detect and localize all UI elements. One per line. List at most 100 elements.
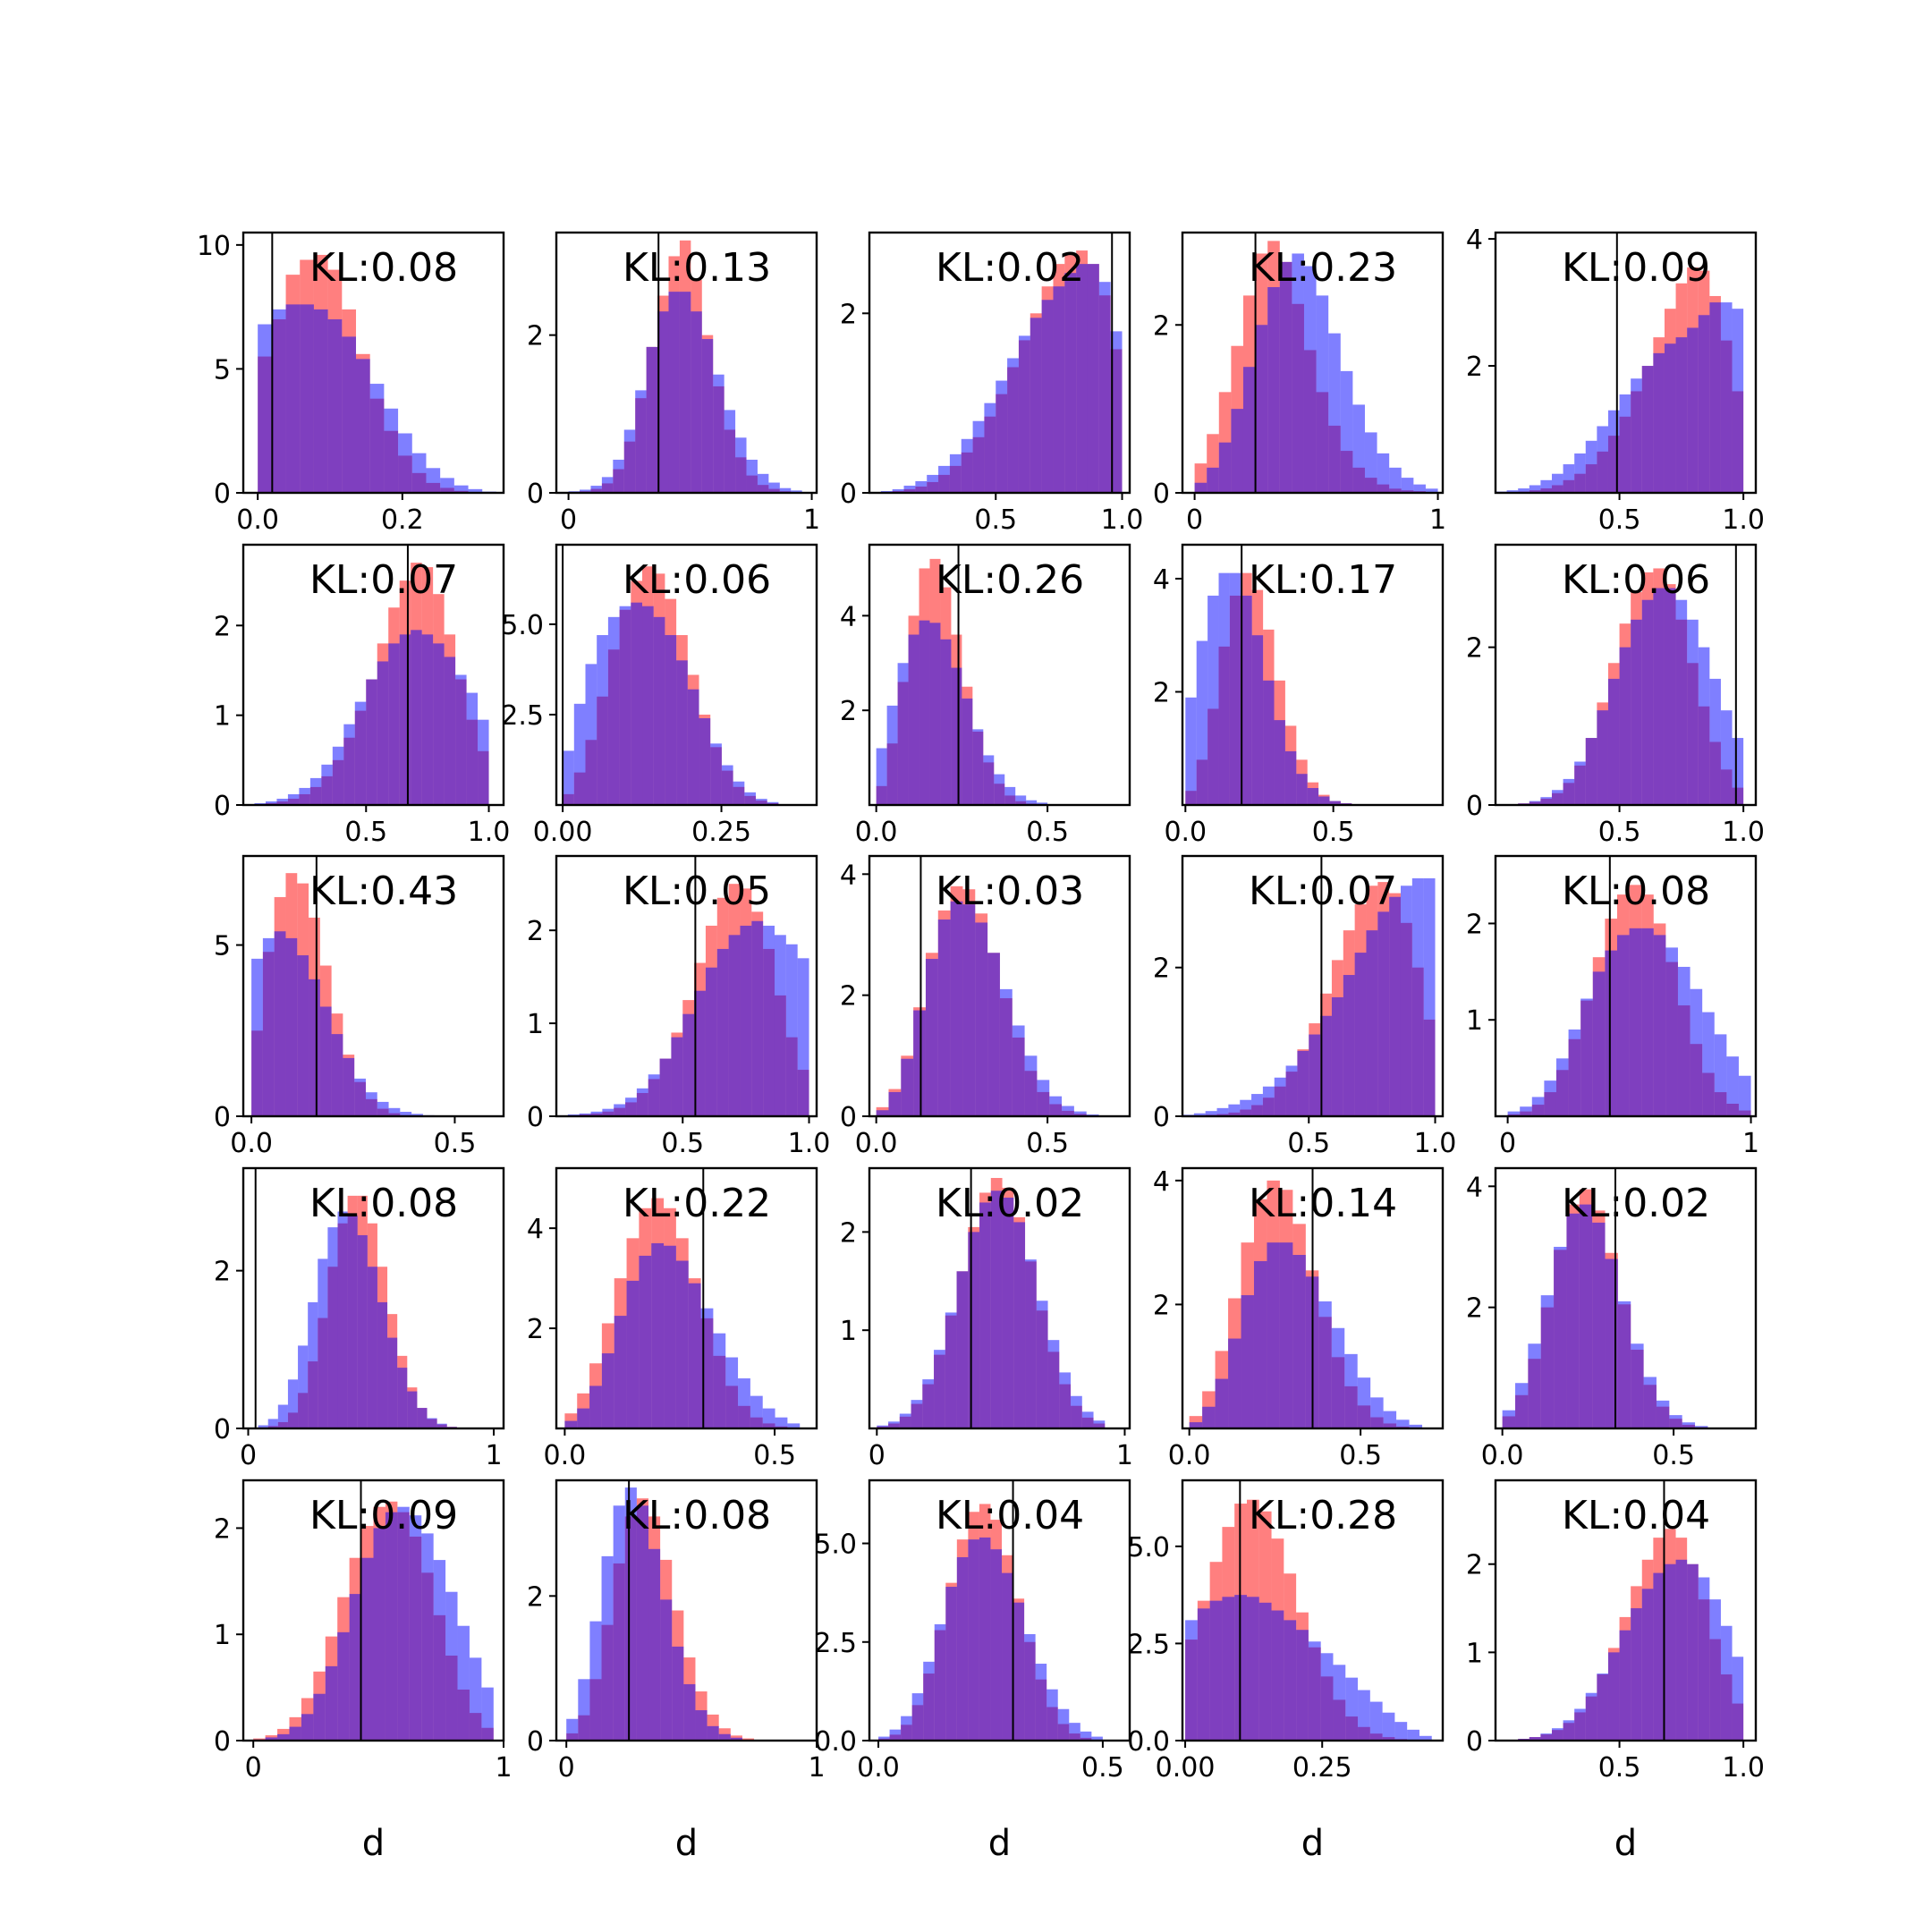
- panel-3-2-plot-area: [556, 856, 809, 1116]
- panel-1-1-ytick-label-1: 0: [214, 479, 231, 510]
- panel-3-2-blue-bin-22: [797, 958, 809, 1116]
- panel-4-3-blue-bin-10: [979, 1202, 991, 1428]
- panel-2-5-blue-bin-11: [1607, 678, 1620, 805]
- panel-4-1: 0 1 0 2 KL:0.08: [214, 1166, 505, 1471]
- panel-5-4-plot-area: [1185, 1480, 1432, 1741]
- panel-3-5-xtick-label-2: 1: [1742, 1128, 1759, 1159]
- panel-4-4-plot-area: [1189, 1168, 1423, 1428]
- panel-1-2-blue-bin-13: [701, 339, 714, 493]
- panel-4-1-frame: [242, 1166, 505, 1430]
- panel-5-1-blue-bin-20: [481, 1687, 494, 1741]
- panel-1-4-blue-bin-6: [1255, 325, 1268, 493]
- panel-5-5-kl-annotation: KL:0.04: [1562, 1493, 1710, 1538]
- panel-2-5-blue-bin-7: [1563, 778, 1575, 805]
- panel-1-3: 0.5 1.0 0 2 KL:0.02: [840, 231, 1143, 536]
- panel-5-5-blue-bin-7: [1563, 1720, 1575, 1741]
- panel-5-4-blue-bin-2: [1197, 1608, 1210, 1741]
- panel-4-2-blue-bin-14: [725, 1357, 739, 1428]
- panel-5-1-blue-bin-16: [433, 1560, 446, 1741]
- panel-2-2-blue-bin-12: [687, 689, 699, 805]
- panel-2-5-xtick-label-1: 0.5: [1598, 817, 1641, 848]
- panel-3-4-blue-bin-8: [1262, 1086, 1275, 1116]
- panel-2-4-blue-bin-13: [1318, 796, 1330, 805]
- panel-1-2-xtick-label-1: 0: [560, 504, 577, 536]
- panel-2-1-blue-bin-12: [366, 679, 377, 805]
- panel-1-3-blue-bin-14: [1018, 335, 1030, 493]
- panel-3-1-blue-bin-4: [285, 937, 298, 1116]
- panel-2-4-xtick-label-2: 0.5: [1312, 817, 1355, 848]
- panel-5-4-blue-bin-6: [1246, 1597, 1259, 1741]
- panel-1-1-blue-bin-3: [285, 304, 301, 493]
- panel-1-4-blue-bin-2: [1207, 467, 1219, 493]
- panel-1-1-blue-bin-13: [426, 468, 441, 493]
- panel-4-1-blue-bin-14: [377, 1301, 388, 1428]
- panel-4-2-blue-bin-8: [651, 1242, 665, 1428]
- panel-3-3-blue-bin-7: [950, 901, 963, 1116]
- panel-4-5-ytick-label-2: 4: [1466, 1172, 1483, 1203]
- panel-3-3-blue-bin-17: [1073, 1111, 1087, 1116]
- panel-4-5-blue-bin-3: [1528, 1343, 1541, 1428]
- panel-5-3-blue-bin-17: [1057, 1708, 1070, 1741]
- panel-4-2: 0.0 0.5 2 4 KL:0.22: [527, 1166, 818, 1471]
- panel-2-4-xtick-label-1: 0.0: [1164, 817, 1207, 848]
- panel-3-5-blue-bin-8: [1592, 971, 1606, 1116]
- panel-5-2-blue-bin-1: [566, 1718, 579, 1741]
- panel-1-2-blue-bin-4: [601, 477, 614, 493]
- panel-4-1-blue-bin-15: [387, 1337, 398, 1428]
- panel-2-2-ytick-label-2: 5.0: [501, 610, 544, 641]
- panel-4-4-blue-bin-15: [1370, 1397, 1384, 1428]
- panel-5-3-xtick-label-1: 0.0: [857, 1752, 900, 1784]
- panel-2-3-blue-bin-11: [983, 755, 995, 805]
- panel-3-4-xtick-label-1: 0.5: [1287, 1128, 1330, 1159]
- panel-4-4: 0.0 0.5 2 4 KL:0.14: [1153, 1166, 1445, 1471]
- panel-2-3-blue-bin-13: [1004, 786, 1016, 805]
- panel-4-1-blue-bin-17: [407, 1391, 418, 1428]
- panel-3-2-blue-bin-20: [774, 935, 786, 1116]
- panel-1-4-frame: [1181, 231, 1445, 495]
- panel-4-5-blue-bin-12: [1643, 1377, 1657, 1428]
- panel-5-5-blue-bin-8: [1574, 1708, 1586, 1741]
- panel-3-3-frame: [868, 854, 1131, 1118]
- panel-5-5-frame: [1494, 1479, 1758, 1742]
- panel-2-3-blue-bin-12: [994, 774, 1005, 805]
- panel-5-4-xlabel: d: [1301, 1823, 1324, 1864]
- panel-5-2-blue-bin-6: [624, 1487, 637, 1741]
- panel-4-3-blue-bin-3: [899, 1413, 911, 1428]
- panel-3-3-blue-bin-13: [1024, 1055, 1038, 1116]
- panel-3-2-blue-bin-16: [728, 935, 741, 1116]
- panel-1-5-blue-bin-12: [1619, 394, 1631, 493]
- panel-3-5-blue-bin-4: [1544, 1080, 1556, 1116]
- panel-5-5-blue-bin-13: [1631, 1608, 1642, 1741]
- panel-4-3-blue-bin-6: [934, 1350, 945, 1428]
- panel-3-5-blue-bin-6: [1568, 1030, 1581, 1116]
- panel-2-1-blue-bin-21: [466, 692, 479, 805]
- panel-2-5-blue-bin-13: [1631, 619, 1642, 805]
- panel-1-2-ytick-label-2: 2: [527, 321, 544, 352]
- panel-2-2-blue-bin-3: [585, 664, 597, 805]
- panel-5-1-blue-bin-10: [361, 1557, 374, 1741]
- panel-2-4-blue-bin-8: [1263, 680, 1275, 805]
- panel-1-4-plot-area: [1194, 233, 1438, 493]
- panel-2-4-frame: [1181, 543, 1445, 807]
- panel-5-4-blue-bin-19: [1407, 1729, 1419, 1741]
- panel-4-3-kl-annotation: KL:0.02: [936, 1181, 1084, 1226]
- panel-3-5-blue-bin-18: [1714, 1034, 1727, 1116]
- panel-4-1-blue-bin-5: [287, 1379, 299, 1428]
- panel-2-1-ytick-label-1: 0: [214, 791, 231, 822]
- panel-5-1: 0 1 0 1 2 KL:0.09 d: [214, 1479, 513, 1864]
- panel-3-1-blue-bin-7: [319, 1006, 332, 1116]
- panel-3-4-blue-bin-10: [1285, 1065, 1298, 1116]
- panel-2-2-blue-bin-10: [665, 635, 677, 805]
- panel-1-4-blue-bin-7: [1267, 287, 1280, 493]
- panel-3-2-blue-bin-9: [648, 1074, 660, 1116]
- panel-3-5-kl-annotation: KL:0.08: [1562, 869, 1710, 914]
- panel-1-5-xtick-label-2: 1.0: [1722, 504, 1765, 536]
- panel-2-1-xtick-label-2: 1.0: [468, 817, 511, 848]
- panel-1-2-blue-bin-21: [791, 490, 802, 493]
- panel-2-4-ytick-label-1: 2: [1153, 677, 1170, 708]
- panel-3-2-ytick-label-2: 1: [527, 1009, 544, 1040]
- panel-1-1-ytick-label-3: 10: [197, 231, 231, 262]
- panel-2-4-blue-bin-9: [1274, 720, 1285, 805]
- panel-5-5-blue-bin-11: [1607, 1652, 1620, 1741]
- panel-1-5-xtick-label-1: 0.5: [1598, 504, 1641, 536]
